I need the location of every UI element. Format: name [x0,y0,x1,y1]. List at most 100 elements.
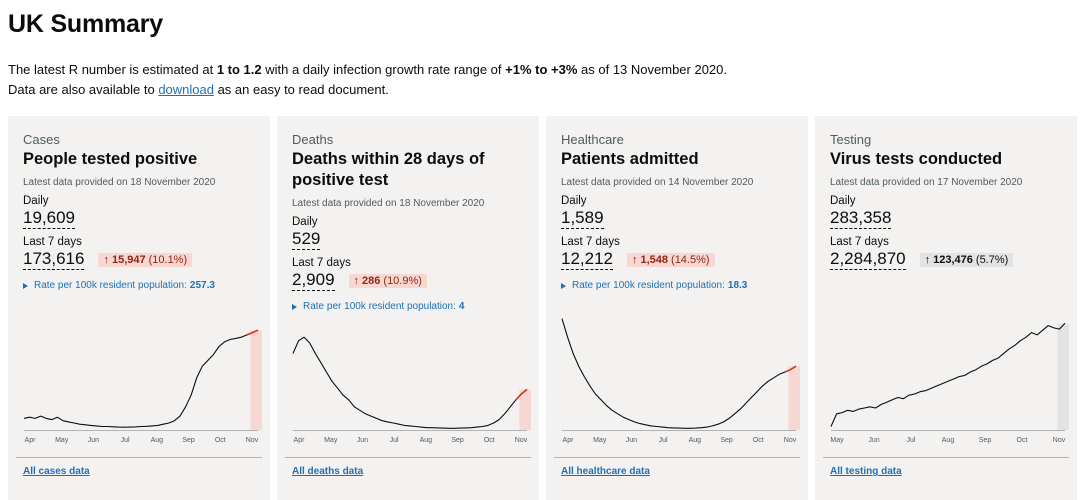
daily-value[interactable]: 19,609 [23,208,75,229]
last-week-highlight [519,389,531,430]
healthcare-chart: Apr May Jun Jul Aug Sep Oct Nov [561,318,800,444]
card-deaths: Deaths Deaths within 28 days of positive… [277,116,539,500]
card-heading: Patients admitted [561,150,699,168]
rate-toggle[interactable]: Rate per 100k resident population: 18.3 [561,280,801,291]
growth-rate-value: +1% to +3% [505,62,578,77]
change-value: 123,476 [933,253,973,266]
download-sentence: Data are also available to download as a… [8,82,389,97]
month-tick-label: May [593,437,607,444]
month-tick-label: Jul [907,437,916,444]
all-testing-link[interactable]: All testing data [830,466,902,477]
month-tick-label: Sep [720,437,733,444]
card-body: Latest data provided on 18 November 2020… [292,195,532,312]
series-line [292,336,528,429]
change-percent: (10.9%) [383,274,422,287]
updated-date: Latest data provided on 18 November 2020 [292,198,485,209]
card-body: Latest data provided on 17 November 2020… [830,174,1070,270]
divider [285,457,531,458]
month-tick-label: May [830,437,844,444]
card-heading: Deaths within 28 days of positive test [292,150,485,189]
month-tick-label: Oct [753,437,764,444]
arrow-up-icon: ↑ [632,253,638,266]
divider [823,457,1069,458]
recent-series-line [515,388,528,401]
card-healthcare: Healthcare Patients admitted Latest data… [546,116,808,500]
all-healthcare-link[interactable]: All healthcare data [561,466,650,477]
recent-series-line [784,365,797,373]
card-body: Latest data provided on 14 November 2020… [561,174,801,291]
month-tick-label: Oct [484,437,495,444]
change-value: 1,548 [640,253,669,266]
recent-series-line [246,329,259,336]
updated-date: Latest data provided on 18 November 2020 [23,177,216,188]
month-tick-label: Nov [515,437,528,444]
month-tick-label: Apr [563,437,575,444]
change-badge: ↑ 123,476 (5.7%) [919,252,1014,267]
arrow-up-icon: ↑ [353,274,360,287]
rate-toggle[interactable]: Rate per 100k resident population: 257.3 [23,280,263,291]
arrow-up-icon: ↑ [103,253,109,266]
daily-label: Daily [561,195,587,207]
triangle-right-icon [292,303,297,310]
week-label: Last 7 days [561,236,620,248]
change-value: 286 [362,274,381,287]
daily-label: Daily [292,216,318,228]
summary-cards: Cases People tested positive Latest data… [8,116,1080,500]
daily-value[interactable]: 529 [292,229,321,250]
week-value[interactable]: 2,284,870 [830,249,906,270]
month-tick-label: Nov [784,437,797,444]
series-line [561,318,797,429]
week-label: Last 7 days [292,257,351,269]
change-percent: (10.1%) [148,253,188,266]
change-badge: ↑ 1,548 (14.5%) [627,252,715,267]
card-cases: Cases People tested positive Latest data… [8,116,270,500]
change-value: 15,947 [111,253,146,266]
month-tick-label: Aug [689,437,702,444]
month-tick-label: Sep [979,437,992,444]
card-heading: People tested positive [23,150,198,168]
arrow-up-icon: ↑ [924,253,931,266]
change-percent: (14.5%) [671,253,710,266]
month-tick-label: Aug [942,437,955,444]
updated-date: Latest data provided on 14 November 2020 [561,177,754,188]
card-body: Latest data provided on 18 November 2020… [23,174,263,291]
page-title: UK Summary [8,10,163,38]
week-label: Last 7 days [23,236,82,248]
change-badge: ↑ 286 (10.9%) [348,273,427,288]
updated-date: Latest data provided on 17 November 2020 [830,177,1023,188]
triangle-right-icon [23,282,28,289]
month-tick-label: Sep [451,437,464,444]
download-link[interactable]: download [158,82,214,97]
rate-value: 18.3 [727,280,748,291]
all-deaths-link[interactable]: All deaths data [292,466,364,477]
testing-chart: May Jun Jul Aug Sep Oct Nov [830,322,1069,444]
last-week-highlight [1057,323,1069,430]
month-tick-label: Aug [420,437,433,444]
card-category: Cases [23,132,60,147]
daily-value[interactable]: 1,589 [561,208,604,229]
month-tick-label: Apr [25,437,37,444]
series-line [830,322,1066,427]
card-category: Healthcare [561,132,624,147]
week-value[interactable]: 12,212 [561,249,613,270]
all-cases-link[interactable]: All cases data [23,466,90,477]
card-category: Deaths [292,132,334,147]
month-tick-label: Sep [182,437,195,444]
week-value[interactable]: 173,616 [23,249,85,270]
deaths-chart: Apr May Jun Jul Aug Sep Oct Nov [292,336,531,444]
month-tick-label: Oct [1017,437,1028,444]
card-testing: Testing Virus tests conducted Latest dat… [815,116,1077,500]
r-number-value: 1 to 1.2 [216,62,262,77]
month-tick-label: May [55,437,69,444]
rate-value: 257.3 [189,280,215,291]
change-percent: (5.7%) [975,253,1009,266]
rate-value: 4 [458,301,465,312]
daily-value[interactable]: 283,358 [830,208,892,229]
last-week-highlight [250,330,262,430]
month-tick-label: Apr [294,437,306,444]
week-label: Last 7 days [830,236,889,248]
rate-toggle[interactable]: Rate per 100k resident population: 4 [292,301,532,312]
month-tick-label: Nov [1053,437,1066,444]
week-value[interactable]: 2,909 [292,270,335,291]
daily-label: Daily [23,195,49,207]
